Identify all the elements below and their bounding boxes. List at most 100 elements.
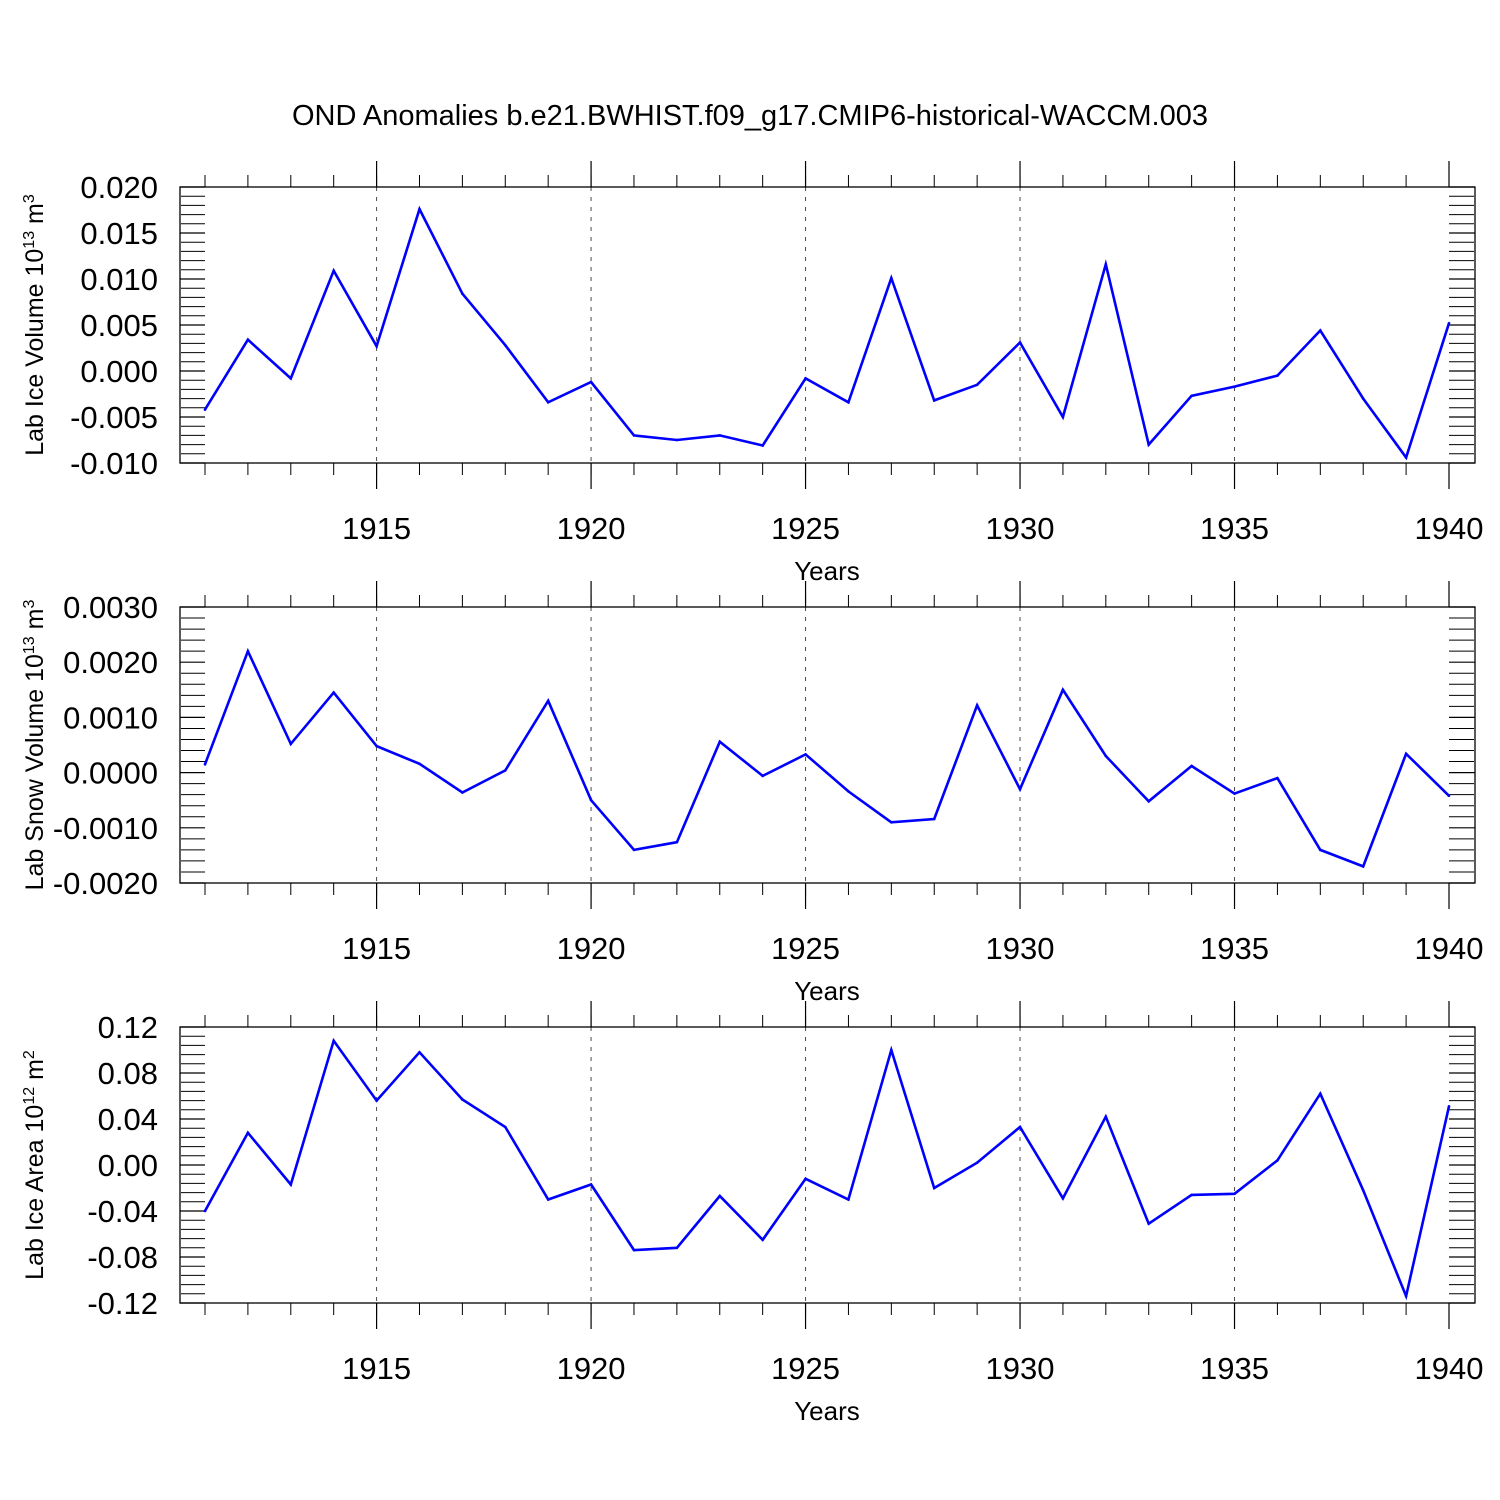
data-point [1447,794,1451,798]
y-tick-label: 0.04 [98,1102,158,1137]
data-point [1061,415,1065,419]
data-point [804,1177,807,1181]
x-axis-label: Years [794,976,860,1006]
data-point [1104,262,1108,266]
series-line [203,647,1450,869]
x-tick-label: 1915 [342,511,411,546]
data-point [546,1198,550,1201]
data-point [246,1131,250,1135]
data-point [289,742,293,746]
y-tick-label: 0.005 [80,308,158,343]
data-point [1404,752,1408,756]
data-point [203,763,207,766]
y-tick-label: 0.0010 [63,700,158,735]
data-point [375,744,378,748]
data-point [203,408,207,411]
data-point [1447,1105,1451,1108]
data-point [1104,1115,1108,1118]
x-tick-label: 1930 [986,511,1055,546]
data-point [1276,374,1279,377]
data-point [804,377,807,380]
y-axis-label-part: Lab Ice Volume 10 [21,249,49,456]
y-axis-label-part: m [21,609,49,637]
data-point [1319,848,1322,852]
data-point [1361,865,1365,868]
data-point [418,1051,421,1054]
series-line [203,1037,1451,1301]
data-point [1018,1125,1022,1129]
data-point [246,649,250,653]
data-point [1361,397,1365,400]
y-tick-label: -0.12 [87,1286,158,1321]
data-point [761,774,764,778]
data-point [1147,1222,1151,1225]
x-axis-label: Years [794,556,860,586]
data-point [890,820,893,824]
x-tick-label: 1920 [557,1351,626,1386]
data-point [847,1198,850,1201]
data-point [289,377,293,380]
data-point [932,817,936,821]
data-point [1190,394,1193,398]
data-point [1233,385,1236,388]
y-axis-label-part: 2 [21,1050,38,1059]
data-point [632,1248,636,1252]
data-point [332,1039,335,1043]
plot-frame [179,186,1476,464]
data-point [718,740,722,743]
data-point [1447,321,1451,325]
plot-frame [179,606,1476,884]
data-point [718,434,722,437]
data-point [1319,1092,1322,1095]
data-point [761,1238,764,1242]
data-point [1147,800,1151,803]
data-point [847,790,850,793]
data-point [332,691,335,694]
chart-panel-1: 1915 1920 1925 1930 1935 1940 -0.010 -0.005 0.00… [21,161,1483,586]
data-point [1233,792,1236,795]
x-tick-label: 1930 [986,931,1055,966]
data-point [1018,787,1022,791]
data-point [675,840,679,844]
chart-panel-3: 1915 1920 1925 1930 1935 1940 -0.12 -0.08 -0.04 0… [21,1001,1483,1426]
y-axis-label-part: 3 [21,194,38,203]
data-point [246,338,250,342]
data-point [546,699,550,703]
y-tick-label: 0.015 [80,216,158,251]
data-point [932,399,936,402]
y-tick-label: -0.0020 [53,866,158,901]
series-line [203,205,1451,461]
y-axis-label-part: 13 [21,231,38,249]
x-tick-label: 1940 [1415,511,1484,546]
chart-panel-2: 1915 1920 1925 1930 1935 1940 -0.0020 -0.0010 0.… [21,581,1483,1006]
data-point [1147,443,1151,446]
y-axis-label-part: Lab Snow Volume 10 [21,654,49,890]
y-tick-label: 0.00 [98,1148,158,1183]
data-point [975,383,979,387]
y-tick-label: 0.020 [80,170,158,205]
data-point [289,1183,293,1186]
y-axis-label-part: Lab Ice Area 10 [21,1105,49,1280]
data-point [890,276,893,280]
y-tick-label: 0.0020 [63,645,158,680]
x-tick-label: 1940 [1415,931,1484,966]
y-axis-label-part: 3 [21,600,38,609]
data-point [1233,1192,1236,1196]
x-tick-label: 1930 [986,1351,1055,1386]
data-point [1404,1294,1408,1298]
data-point [503,343,507,347]
y-tick-label: 0.0030 [63,590,158,625]
y-tick-label: 0.010 [80,262,158,297]
data-point [589,380,593,384]
y-tick-label: 0.000 [80,354,158,389]
data-point [761,444,764,447]
x-tick-label: 1920 [557,511,626,546]
x-tick-label: 1925 [771,511,840,546]
data-point [1104,754,1108,758]
x-tick-label: 1925 [771,1351,840,1386]
data-point [675,1246,679,1250]
y-tick-label: -0.010 [70,446,158,481]
y-axis-label-part: 12 [21,1087,38,1105]
x-tick-label: 1935 [1200,511,1269,546]
x-tick-label: 1935 [1200,931,1269,966]
